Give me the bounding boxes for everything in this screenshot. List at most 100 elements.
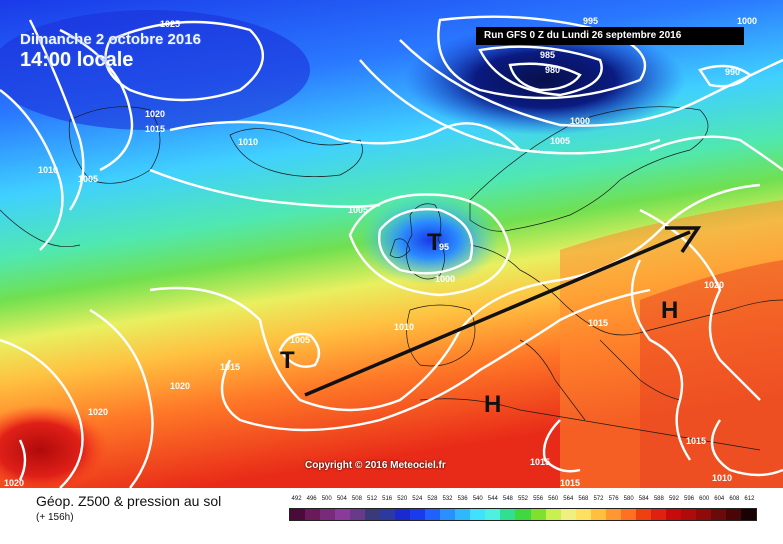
scale-label: 512 <box>367 496 378 502</box>
scale-swatch <box>455 509 471 520</box>
isobar-label: 1015 <box>588 318 608 328</box>
scale-label: 508 <box>351 496 362 502</box>
scale-swatch <box>395 509 411 520</box>
scale-swatch <box>680 509 696 520</box>
isobar-label: 1005 <box>290 335 310 345</box>
north-low-core <box>405 25 685 135</box>
scale-label: 576 <box>608 496 619 502</box>
isobar-label: 1005 <box>78 174 98 184</box>
scale-swatch <box>290 509 306 520</box>
scale-swatch <box>740 509 756 520</box>
scale-swatch <box>605 509 621 520</box>
scale-swatch <box>470 509 486 520</box>
isobar-lines <box>0 15 783 488</box>
east-red-zone <box>640 260 783 488</box>
isobar-label: 1015 <box>686 436 706 446</box>
isobar-label: 1005 <box>348 205 368 215</box>
low-center-marker: T <box>427 229 442 256</box>
scale-label: 560 <box>548 496 559 502</box>
scale-label: 516 <box>382 496 393 502</box>
isobar-label: 980 <box>545 65 560 75</box>
scale-label: 520 <box>397 496 408 502</box>
isobar-label: 1020 <box>170 381 190 391</box>
scale-swatch <box>410 509 426 520</box>
forecast-time: 14:00 locale <box>20 49 134 71</box>
scale-label: 604 <box>714 496 725 502</box>
scale-label: 568 <box>578 496 589 502</box>
scale-label: 552 <box>517 496 528 502</box>
scale-swatch <box>560 509 576 520</box>
forecast-date: Dimanche 2 octobre 2016 <box>20 31 201 48</box>
isobar-label: 1010 <box>394 322 414 332</box>
legend-subtitle: (+ 156h) <box>36 512 74 523</box>
scale-label: 584 <box>638 496 649 502</box>
isobar-label: 1015 <box>145 124 165 134</box>
color-scale: 492 496 500 504 508 512 516 520 524 528 532 536 540 5… <box>289 496 757 521</box>
isobar-label: 1005 <box>550 136 570 146</box>
scale-swatch <box>590 509 606 520</box>
scale-swatch <box>530 509 546 520</box>
scale-label: 524 <box>412 496 423 502</box>
isobar-labels: 1025 1020 1015 1010 1005 995 985 980 100… <box>4 16 757 488</box>
isobar-label: 1000 <box>570 116 590 126</box>
scale-swatch <box>725 509 741 520</box>
scale-label: 492 <box>291 496 302 502</box>
scale-label: 548 <box>502 496 513 502</box>
scale-label: 532 <box>442 496 453 502</box>
scale-label: 496 <box>306 496 317 502</box>
legend-title: Géop. Z500 & pression au sol <box>36 493 222 509</box>
isobar-label: 1020 <box>4 478 24 488</box>
scale-swatch <box>710 509 726 520</box>
scale-swatch <box>485 509 501 520</box>
isobar-label: 1015 <box>560 478 580 488</box>
scale-swatch <box>575 509 591 520</box>
scale-swatch <box>335 509 351 520</box>
scale-label: 608 <box>729 496 740 502</box>
low-center-marker: T <box>280 347 295 374</box>
scale-swatch <box>500 509 516 520</box>
scale-swatch <box>440 509 456 520</box>
scale-swatch <box>365 509 381 520</box>
copyright-text: Copyright © 2016 Meteociel.fr <box>305 460 446 471</box>
pressure-centers: T 95 T H H <box>280 229 678 418</box>
scale-label: 544 <box>487 496 498 502</box>
isobar-label: 1015 <box>530 457 550 467</box>
low-center-value: 95 <box>439 242 449 252</box>
isobar-label: 1020 <box>88 407 108 417</box>
scale-swatch <box>305 509 321 520</box>
isobar-label: 1000 <box>737 16 757 26</box>
scale-label: 612 <box>744 496 755 502</box>
southwest-hot-core <box>0 405 110 488</box>
high-center-marker: H <box>661 297 678 324</box>
isobar-label: 1015 <box>220 362 240 372</box>
scale-label: 504 <box>336 496 347 502</box>
isobar-label: 1020 <box>145 109 165 119</box>
scale-label: 540 <box>472 496 483 502</box>
color-scale-labels: 492 496 500 504 508 512 516 520 524 528 532 536 540 5… <box>289 496 757 507</box>
scale-swatch <box>350 509 366 520</box>
isobar-label: 990 <box>725 67 740 77</box>
high-center-marker: H <box>484 391 501 418</box>
isobar-label: 985 <box>540 50 555 60</box>
isobar-label: 1020 <box>704 280 724 290</box>
scale-label: 500 <box>321 496 332 502</box>
scale-swatch <box>635 509 651 520</box>
isobar-label: 1010 <box>238 137 258 147</box>
isobar-label: 1010 <box>38 165 58 175</box>
scale-label: 600 <box>699 496 710 502</box>
scale-label: 528 <box>427 496 438 502</box>
isobar-label: 1000 <box>435 274 455 284</box>
weather-map: 1025 1020 1015 1010 1005 995 985 980 100… <box>0 0 783 488</box>
scale-swatch <box>650 509 666 520</box>
scale-swatch <box>545 509 561 520</box>
scale-label: 580 <box>623 496 634 502</box>
scale-swatch <box>380 509 396 520</box>
scale-label: 556 <box>533 496 544 502</box>
flow-arrow <box>304 226 702 397</box>
scale-label: 564 <box>563 496 574 502</box>
isobar-label: 1010 <box>712 473 732 483</box>
model-run-label: Run GFS 0 Z du Lundi 26 septembre 2016 <box>476 27 744 45</box>
color-scale-bar <box>289 508 757 521</box>
scale-label: 572 <box>593 496 604 502</box>
scale-swatch <box>620 509 636 520</box>
